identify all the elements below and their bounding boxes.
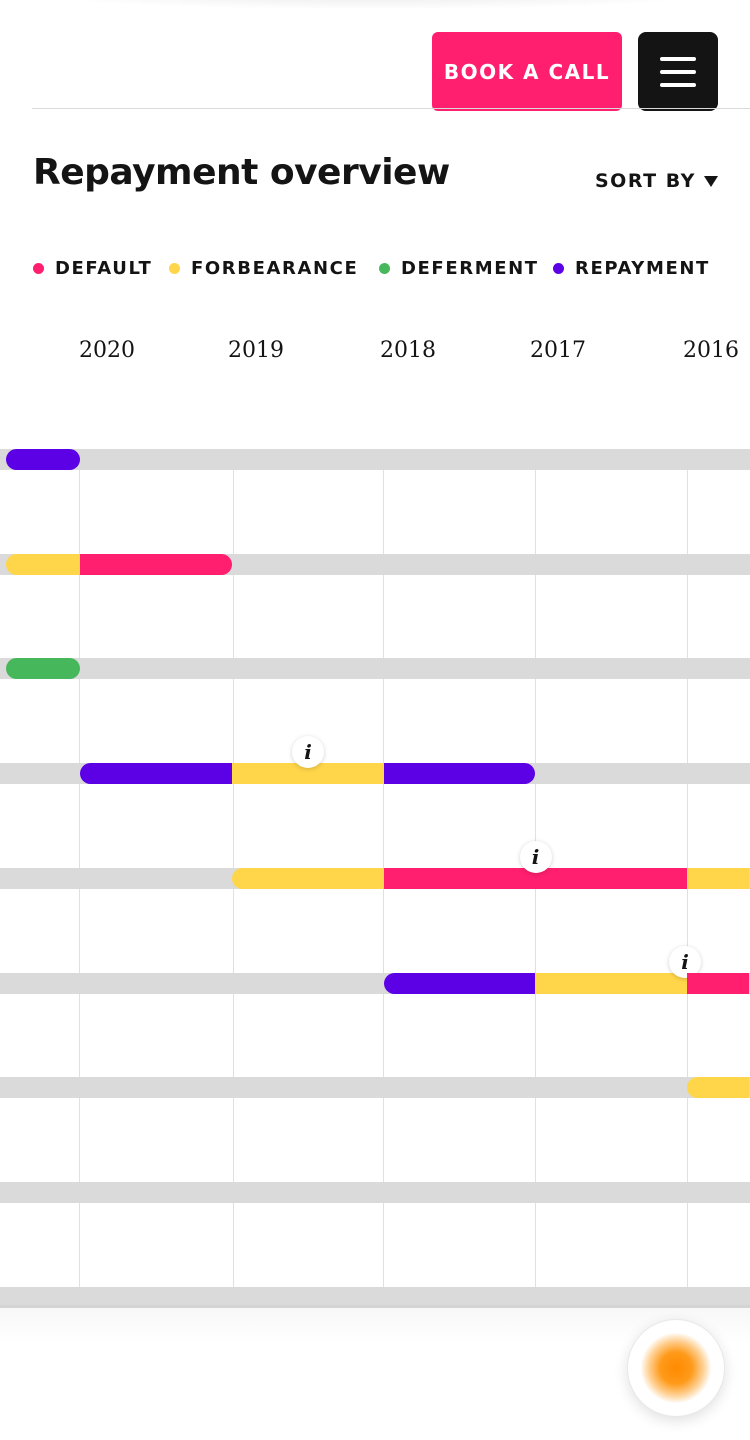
- assistant-orb-icon: [641, 1333, 711, 1403]
- timeline-track: [0, 1287, 750, 1308]
- year-gridline: [383, 470, 384, 1308]
- timeline-segment-forbearance[interactable]: [687, 868, 750, 889]
- timeline-segment-repayment[interactable]: [5, 449, 80, 470]
- timeline-segment-forbearance[interactable]: [535, 973, 687, 994]
- year-gridline: [233, 470, 234, 1308]
- year-gridline: [535, 470, 536, 1308]
- timeline-segment-repayment[interactable]: [384, 763, 535, 784]
- legend-label-repayment: REPAYMENT: [575, 258, 710, 279]
- year-label: 2020: [79, 338, 135, 363]
- legend-item-deferment: DEFERMENT: [379, 258, 539, 279]
- deferment-dot-icon: [379, 263, 390, 274]
- timeline-track: [0, 449, 750, 470]
- assistant-chat-button[interactable]: [627, 1319, 725, 1417]
- timeline-track: [0, 658, 750, 679]
- menu-line: [660, 69, 696, 74]
- legend-item-forbearance: FORBEARANCE: [169, 258, 358, 279]
- timeline-segment-forbearance[interactable]: [5, 554, 80, 575]
- timeline-bottom-fade: [0, 1305, 750, 1345]
- default-dot-icon: [33, 263, 44, 274]
- legend-label-default: DEFAULT: [55, 258, 153, 279]
- timeline-segment-default[interactable]: [384, 868, 687, 889]
- timeline-segment-forbearance[interactable]: [232, 763, 384, 784]
- forbearance-dot-icon: [169, 263, 180, 274]
- info-icon[interactable]: i: [292, 736, 324, 768]
- hamburger-menu-button[interactable]: [638, 32, 718, 111]
- timeline-segment-repayment[interactable]: [384, 973, 535, 994]
- sort-by-dropdown[interactable]: SORT BY: [595, 170, 718, 192]
- timeline-segment-forbearance[interactable]: [687, 1077, 750, 1098]
- legend-label-deferment: DEFERMENT: [401, 258, 539, 279]
- repayment-dot-icon: [553, 263, 564, 274]
- timeline-segment-default[interactable]: [80, 554, 232, 575]
- year-label: 2017: [530, 338, 586, 363]
- menu-line: [660, 56, 696, 61]
- year-label: 2019: [228, 338, 284, 363]
- timeline-segment-forbearance[interactable]: [232, 868, 384, 889]
- year-gridline: [687, 470, 688, 1308]
- header-divider: [32, 108, 750, 109]
- page-title: Repayment overview: [33, 152, 450, 193]
- year-label: 2018: [380, 338, 436, 363]
- caret-down-icon: [703, 175, 718, 187]
- timeline-segment-default[interactable]: [687, 973, 750, 994]
- header-shadow: [0, 0, 750, 10]
- timeline-segment-deferment[interactable]: [5, 658, 80, 679]
- timeline-segment-repayment[interactable]: [80, 763, 232, 784]
- sort-by-label: SORT BY: [595, 170, 696, 192]
- year-gridline: [79, 470, 80, 1308]
- timeline-track: [0, 1182, 750, 1203]
- book-a-call-button[interactable]: BOOK A CALL: [432, 32, 622, 111]
- year-label: 2016: [683, 338, 739, 363]
- menu-line: [660, 82, 696, 87]
- legend-item-repayment: REPAYMENT: [553, 258, 710, 279]
- legend-label-forbearance: FORBEARANCE: [191, 258, 359, 279]
- info-icon[interactable]: i: [519, 841, 552, 873]
- timeline-track: [0, 1077, 750, 1098]
- legend-item-default: DEFAULT: [33, 258, 152, 279]
- info-icon[interactable]: i: [669, 946, 701, 978]
- status-legend: DEFAULT FORBEARANCE DEFERMENT REPAYMENT: [0, 258, 750, 284]
